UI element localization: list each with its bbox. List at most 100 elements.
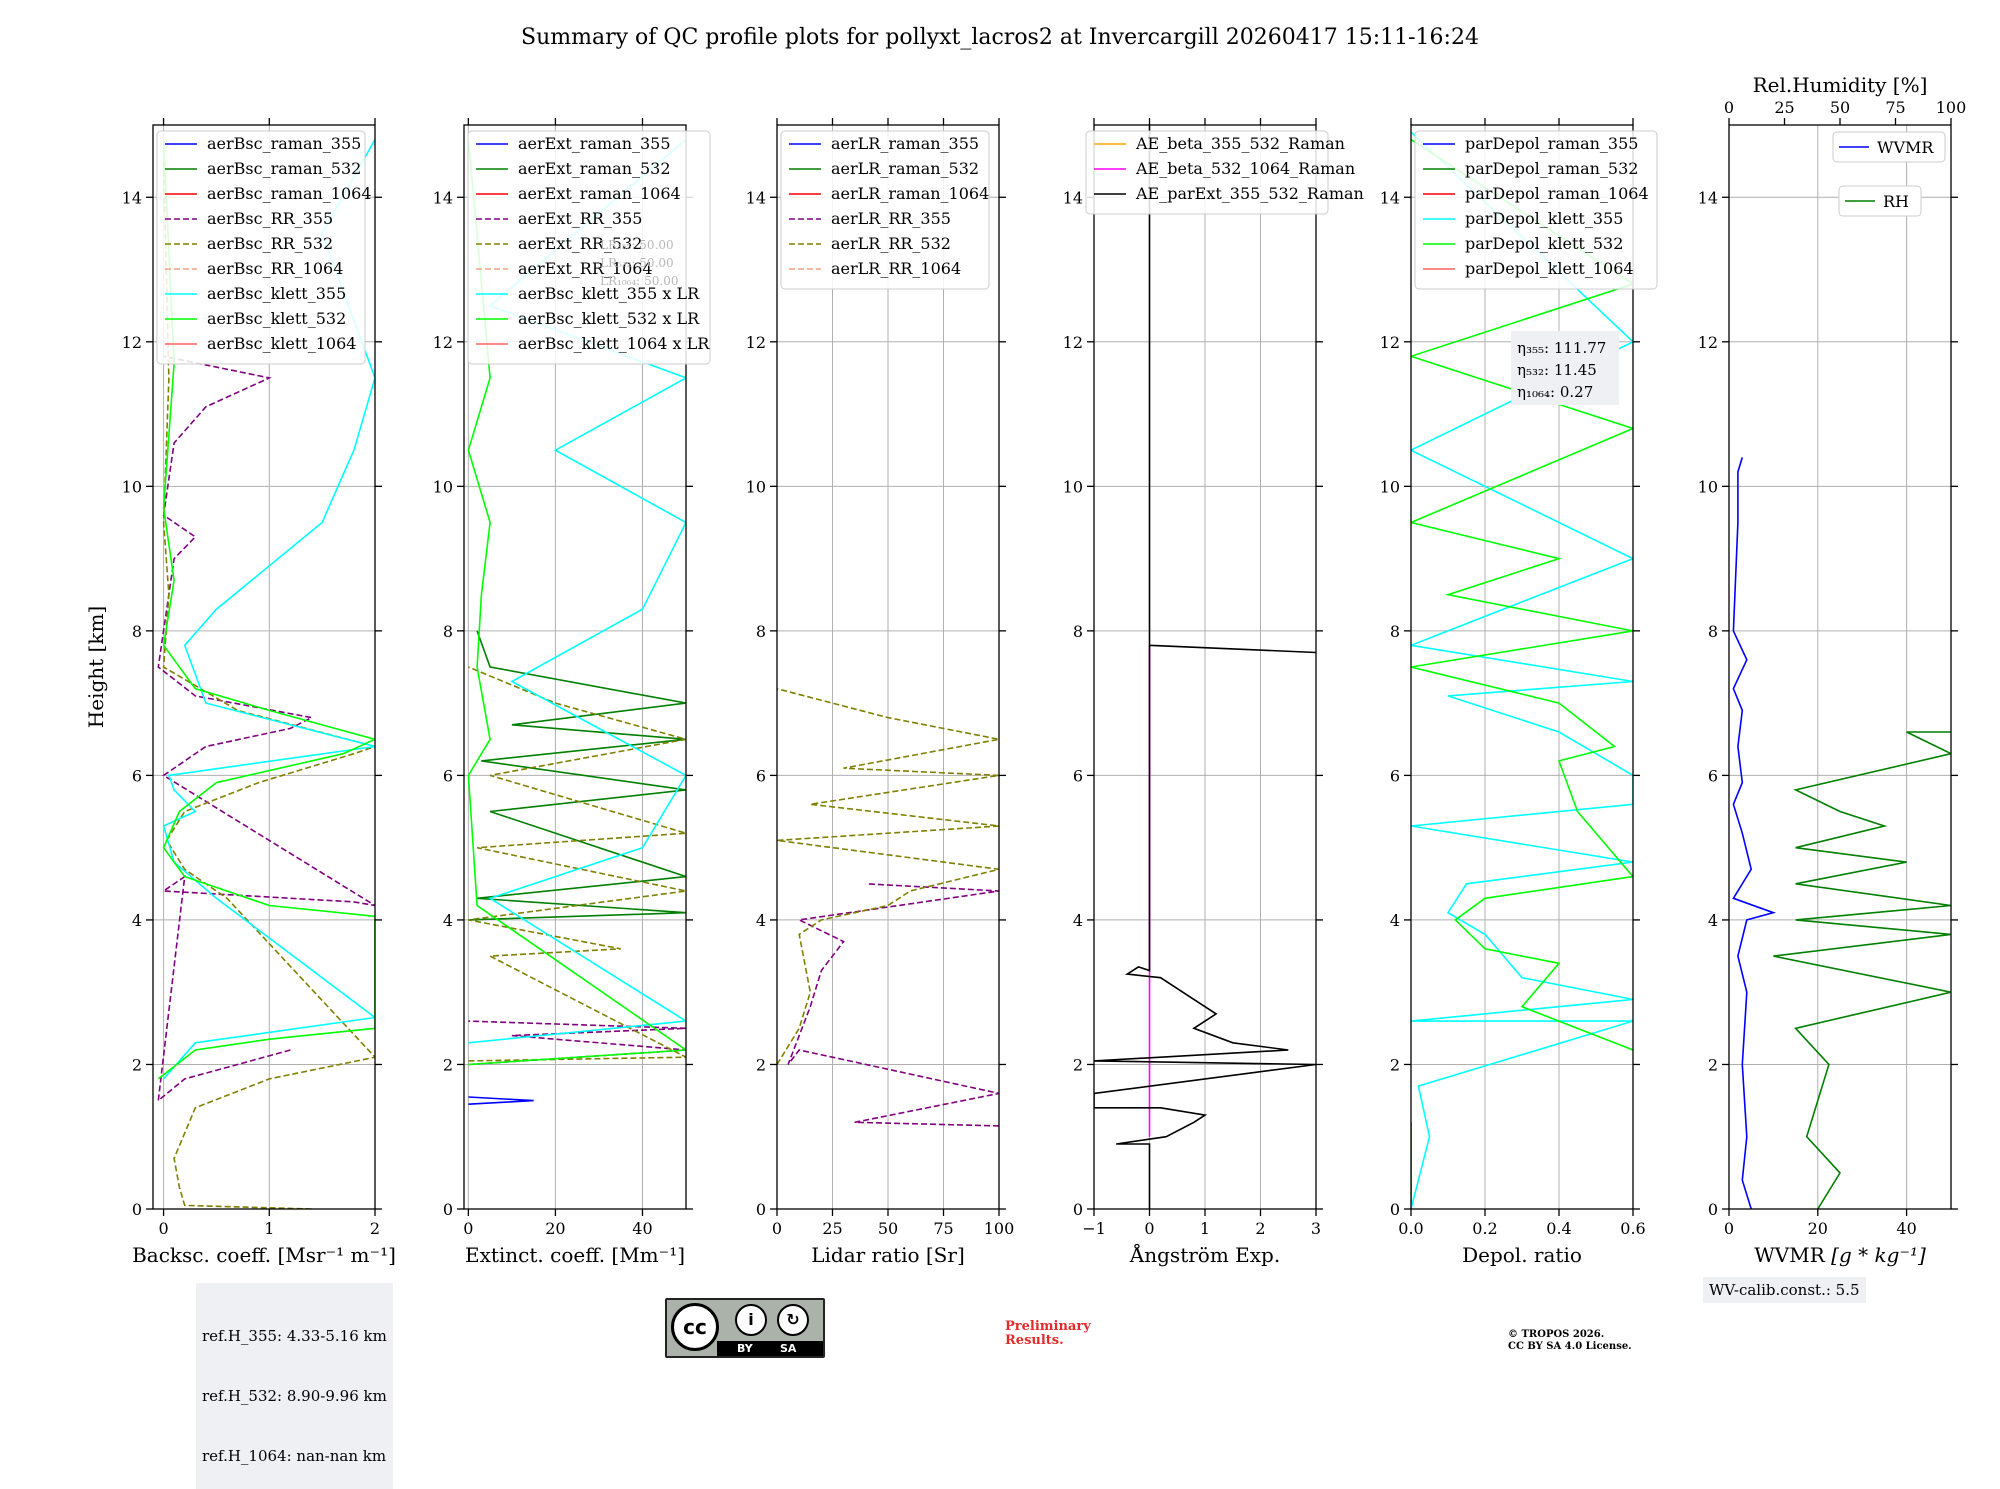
series-group	[1732, 457, 1951, 1209]
x-tick-label: 3	[1311, 1219, 1321, 1238]
y-tick-label: 12	[746, 333, 766, 352]
series-aerExt_RR_532	[468, 666, 686, 1062]
y-tick-label: 10	[1380, 477, 1400, 496]
eta-box-bg	[1511, 331, 1619, 405]
x-tick-label: 20	[545, 1219, 565, 1238]
y-tick-label: 8	[443, 622, 453, 641]
y-tick-label: 0	[443, 1200, 453, 1219]
y-tick-label: 10	[122, 477, 142, 496]
legend-entry: aerBsc_klett_1064	[207, 334, 356, 353]
y-tick-label: 12	[122, 333, 142, 352]
y-tick-label: 4	[443, 911, 453, 930]
x-axis-label: Extinct. coeff. [Mm⁻¹]	[465, 1243, 685, 1267]
eta-value-text: η₃₅₅: 111.77	[1517, 339, 1606, 357]
x-tick-label: 40	[1896, 1219, 1916, 1238]
series-group	[157, 139, 375, 1209]
legend-WVMR: WVMR	[1832, 131, 1946, 163]
y-tick-label: 10	[746, 477, 766, 496]
series-group	[467, 138, 686, 1105]
x-axis-label: Depol. ratio	[1462, 1243, 1582, 1267]
y-tick-label: 2	[443, 1055, 453, 1074]
y-tick-label: 6	[756, 766, 766, 785]
y-tick-label: 12	[433, 333, 453, 352]
series-aerBsc_klett_532	[157, 139, 375, 1080]
x-top-tick-label: 0	[1724, 98, 1734, 117]
legend-entry: parDepol_raman_532	[1465, 159, 1638, 178]
y-axis-label: Height [km]	[84, 606, 108, 728]
x-tick-label: 2	[1255, 1219, 1265, 1238]
preliminary-line-1: Preliminary	[1005, 1319, 1091, 1334]
y-tick-label: 12	[1698, 333, 1718, 352]
x-tick-label: 0	[1724, 1219, 1734, 1238]
x-tick-label: 1	[264, 1219, 274, 1238]
y-tick-label: 6	[1073, 766, 1083, 785]
y-tick-label: 14	[1380, 188, 1400, 207]
legend-entry: aerBsc_klett_355 x LR	[518, 284, 700, 303]
legend-entry: aerBsc_klett_355	[207, 284, 346, 303]
preliminary-note: Preliminary Results.	[1005, 1320, 1091, 1348]
legend-entry: parDepol_klett_1064	[1465, 259, 1634, 278]
legend-entry: aerBsc_RR_532	[207, 234, 333, 253]
series-aerBsc_klett_355	[162, 139, 375, 1080]
y-tick-label: 4	[1708, 911, 1718, 930]
x-tick-label: −1	[1082, 1219, 1106, 1238]
y-tick-label: 6	[132, 766, 142, 785]
y-tick-label: 6	[1708, 766, 1718, 785]
cc-icon: cc	[671, 1303, 719, 1351]
panel-lr: 0 2 4 6 8 10 12 14 0 25 50 75 100 Lidar ratio [Sr] aer…	[746, 118, 1014, 1267]
y-tick-label: 2	[1073, 1055, 1083, 1074]
license-strip: BY SA	[717, 1341, 823, 1356]
legend-entry: aerLR_raman_532	[831, 159, 979, 178]
y-tick-label: 4	[1390, 911, 1400, 930]
x-tick-label: 0.2	[1472, 1219, 1497, 1238]
y-tick-label: 8	[1390, 622, 1400, 641]
ref-height-355: ref.H_355: 4.33-5.16 km	[202, 1327, 387, 1345]
y-tick-label: 0	[1708, 1200, 1718, 1219]
x-tick-label: 0	[772, 1219, 782, 1238]
legend-frame	[1414, 130, 1658, 290]
series-group	[1411, 131, 1633, 1209]
series-aerBsc_RR_355	[157, 355, 375, 1103]
legend-entry: aerBsc_RR_355	[207, 209, 333, 228]
legend-entry: aerLR_RR_1064	[831, 259, 961, 278]
legend-entry: aerLR_raman_1064	[831, 184, 989, 203]
panel-frame	[463, 124, 687, 1210]
y-tick-label: 2	[132, 1055, 142, 1074]
x-tick-label: 25	[822, 1219, 842, 1238]
x-tick-label: 0	[463, 1219, 473, 1238]
legend-frame	[1085, 130, 1329, 215]
legend-entry: aerBsc_raman_355	[207, 134, 361, 153]
legend-entry: AE_beta_532_1064_Raman	[1135, 159, 1355, 178]
ref-height-1064: ref.H_1064: nan-nan km	[202, 1447, 387, 1465]
ref-heights-box: ref.H_355: 4.33-5.16 km ref.H_532: 8.90-…	[196, 1283, 393, 1489]
eta-box: η₃₅₅: 111.77 η₅₃₂: 11.45 η₁₀₆₄: 0.27	[1511, 331, 1619, 405]
eta-value-text: η₁₀₆₄: 0.27	[1517, 383, 1593, 401]
x-top-tick-label: 75	[1885, 98, 1905, 117]
legend-entry: aerLR_RR_355	[831, 209, 951, 228]
x-axis-label-main: WVMR	[1754, 1243, 1831, 1267]
legend-entry: AE_beta_355_532_Raman	[1135, 134, 1345, 153]
legend-entry: parDepol_klett_532	[1465, 234, 1623, 253]
y-tick-label: 10	[433, 477, 453, 496]
cc-license-badge[interactable]: cc i ↻ BY SA	[665, 1298, 825, 1358]
by-label: BY	[737, 1342, 753, 1355]
y-tick-label: 0	[1390, 1200, 1400, 1219]
x-axis-label: Lidar ratio [Sr]	[811, 1243, 965, 1267]
x-top-tick-label: 100	[1936, 98, 1967, 117]
series-aerLR_RR_532	[777, 687, 999, 1065]
lr-value-text: LR₃₅₅: 50.00	[600, 238, 674, 252]
panel-frame	[1410, 124, 1634, 1210]
x-axis-label: Backsc. coeff. [Msr⁻¹ m⁻¹]	[132, 1243, 396, 1267]
legend-entry: aerExt_RR_1064	[518, 259, 653, 278]
y-tick-label: 4	[132, 911, 142, 930]
series-aerBsc_RR_532	[162, 161, 375, 1209]
y-tick-label: 0	[1073, 1200, 1083, 1219]
y-tick-label: 14	[1063, 188, 1083, 207]
panel-depol: 0 2 4 6 8 10 12 14 0.0 0.2 0.4 0.6 Depol. ratio parDe…	[1380, 118, 1658, 1267]
series-parDepol_klett_355	[1411, 131, 1633, 1209]
y-tick-label: 0	[756, 1200, 766, 1219]
legend-entry: parDepol_raman_1064	[1465, 184, 1649, 203]
legend: aerLR_raman_355 aerLR_raman_532 aerLR_rama…	[780, 130, 990, 290]
